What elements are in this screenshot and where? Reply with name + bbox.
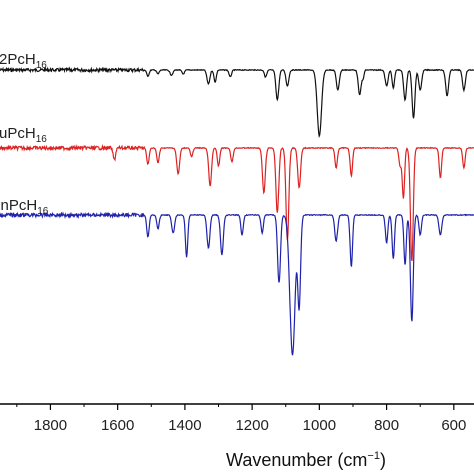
- x-axis-title: Wavenumber (cm−1): [226, 450, 386, 470]
- series-group: [0, 66, 474, 356]
- series-labels: 2PcH16 uPcH16 MnPcH16: [0, 51, 49, 217]
- x-tick-label: 1400: [168, 417, 201, 434]
- x-tick-label: 1000: [303, 417, 336, 434]
- x-tick-label: 1600: [101, 417, 134, 434]
- x-tick-label: 1800: [34, 417, 67, 434]
- x-tick-labels: 1800 1600 1400 1200 1000 800 600: [34, 417, 467, 434]
- series-line-2: [0, 143, 474, 262]
- series-line-3: [0, 211, 474, 356]
- x-tick-label: 800: [374, 417, 399, 434]
- series-label-1: 2PcH16: [0, 51, 47, 71]
- series-line-1: [0, 66, 474, 139]
- x-ticks: [16, 404, 455, 410]
- series-label-3: MnPcH16: [0, 197, 49, 217]
- x-tick-label: 600: [441, 417, 466, 434]
- series-label-2: uPcH16: [0, 125, 47, 145]
- x-tick-label: 1200: [235, 417, 268, 434]
